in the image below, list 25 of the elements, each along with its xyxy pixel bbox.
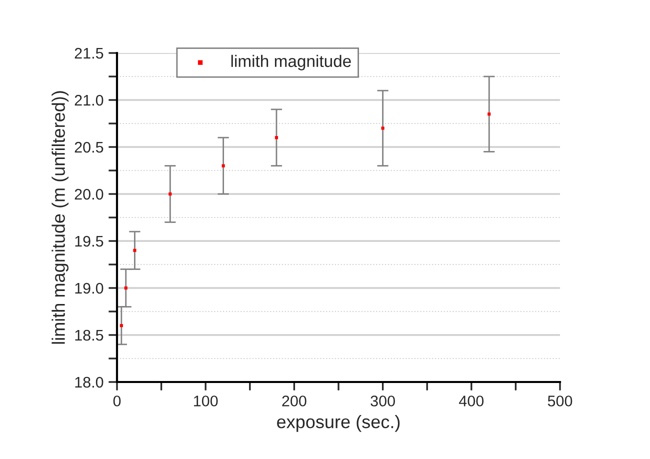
x-tick-label: 400 (459, 396, 484, 406)
y-tick-label: 20.0 (74, 188, 104, 200)
point (488, 112, 491, 116)
x-tick-label: 500 (548, 396, 572, 406)
point (168, 192, 172, 196)
x-tick-label: 300 (370, 396, 395, 406)
x-axis-title: exposure (sec.) (277, 414, 400, 432)
x-tick-label: 0 (113, 396, 121, 406)
point (274, 136, 278, 140)
y-tick-label: 19.0 (75, 282, 104, 294)
point (120, 324, 123, 328)
point (381, 126, 384, 130)
x-tick-label: 200 (282, 396, 306, 406)
y-tick-label: 20.5 (74, 142, 104, 153)
legend-label: limith magnitude (231, 54, 351, 70)
x-tick-label: 100 (194, 396, 218, 406)
point (222, 164, 225, 168)
point (124, 286, 128, 290)
y-axis-title: limith magnitude (m (unfiltered)) (52, 91, 69, 344)
y-tick-label: 19.5 (75, 236, 104, 247)
y-tick-label: 18.0 (75, 376, 104, 388)
y-tick-label: 21.0 (74, 94, 104, 106)
point (133, 248, 136, 252)
y-tick-label: 18.5 (75, 330, 104, 341)
y-tick-label: 21.5 (74, 48, 104, 59)
